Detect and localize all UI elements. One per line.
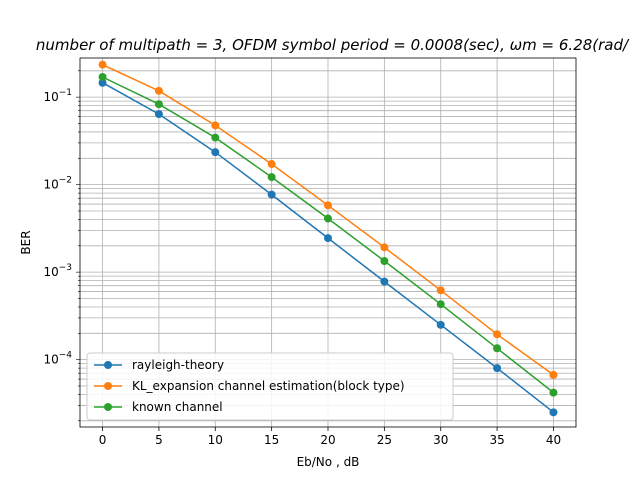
data-point: [267, 160, 276, 169]
data-point: [436, 300, 445, 309]
data-point: [324, 234, 332, 243]
y-tick-label: 10−4: [43, 351, 72, 367]
data-point: [154, 100, 163, 109]
legend-label: rayleigh-theory: [132, 358, 224, 372]
legend: rayleigh-theory KL_expansion channel esti…: [86, 352, 454, 421]
data-point: [549, 370, 558, 379]
x-tick-label: 0: [99, 433, 107, 447]
x-axis: 0 5 10 15 20 25 30 35 40: [99, 427, 561, 447]
x-tick-label: 35: [489, 433, 504, 447]
legend-swatch-marker: [104, 382, 112, 390]
data-point: [380, 257, 389, 266]
x-tick-label: 20: [320, 433, 335, 447]
legend-swatch-marker: [104, 361, 112, 369]
x-tick-label: 15: [264, 433, 279, 447]
y-axis: 10−4 10−3 10−2 10−1: [43, 70, 80, 422]
data-point: [211, 148, 220, 157]
data-point: [436, 320, 445, 329]
legend-swatch-marker: [104, 403, 112, 411]
data-point: [98, 72, 107, 81]
legend-item: KL_expansion channel estimation(block ty…: [94, 379, 405, 393]
legend-label: known channel: [132, 400, 223, 414]
data-point: [493, 364, 502, 373]
x-tick-label: 30: [433, 433, 448, 447]
data-point: [211, 133, 220, 142]
legend-label: KL_expansion channel estimation(block ty…: [132, 379, 405, 393]
data-point: [267, 190, 276, 199]
legend-box: [86, 352, 454, 421]
x-axis-label: Eb/No , dB: [297, 455, 360, 469]
data-point: [493, 344, 502, 353]
chart-title: number of multipath = 3, OFDM symbol per…: [36, 36, 630, 54]
y-axis-label: BER: [19, 230, 33, 254]
series-known-channel: [98, 72, 558, 397]
data-point: [324, 214, 332, 223]
x-tick-label: 40: [546, 433, 561, 447]
y-tick-label: 10−3: [43, 263, 72, 279]
data-point: [436, 286, 445, 295]
series-rayleigh-theory: [98, 78, 558, 417]
data-point: [267, 173, 276, 182]
y-tick-label: 10−1: [43, 88, 72, 104]
data-point: [211, 121, 220, 130]
legend-item: known channel: [94, 400, 223, 414]
data-point: [549, 408, 558, 417]
data-point: [549, 388, 558, 397]
x-tick-label: 10: [208, 433, 223, 447]
data-point: [154, 86, 163, 95]
series-layer: [98, 60, 558, 417]
data-point: [98, 78, 107, 87]
x-tick-label: 5: [155, 433, 163, 447]
data-point: [154, 110, 163, 119]
y-tick-label: 10−2: [43, 176, 72, 192]
data-point: [380, 277, 389, 286]
data-point: [98, 60, 107, 69]
series-kl-expansion-channel-estimation-block-type: [98, 60, 558, 379]
data-point: [380, 243, 389, 252]
x-tick-label: 25: [377, 433, 392, 447]
data-point: [493, 330, 502, 339]
data-point: [324, 201, 332, 210]
legend-item: rayleigh-theory: [94, 358, 224, 372]
